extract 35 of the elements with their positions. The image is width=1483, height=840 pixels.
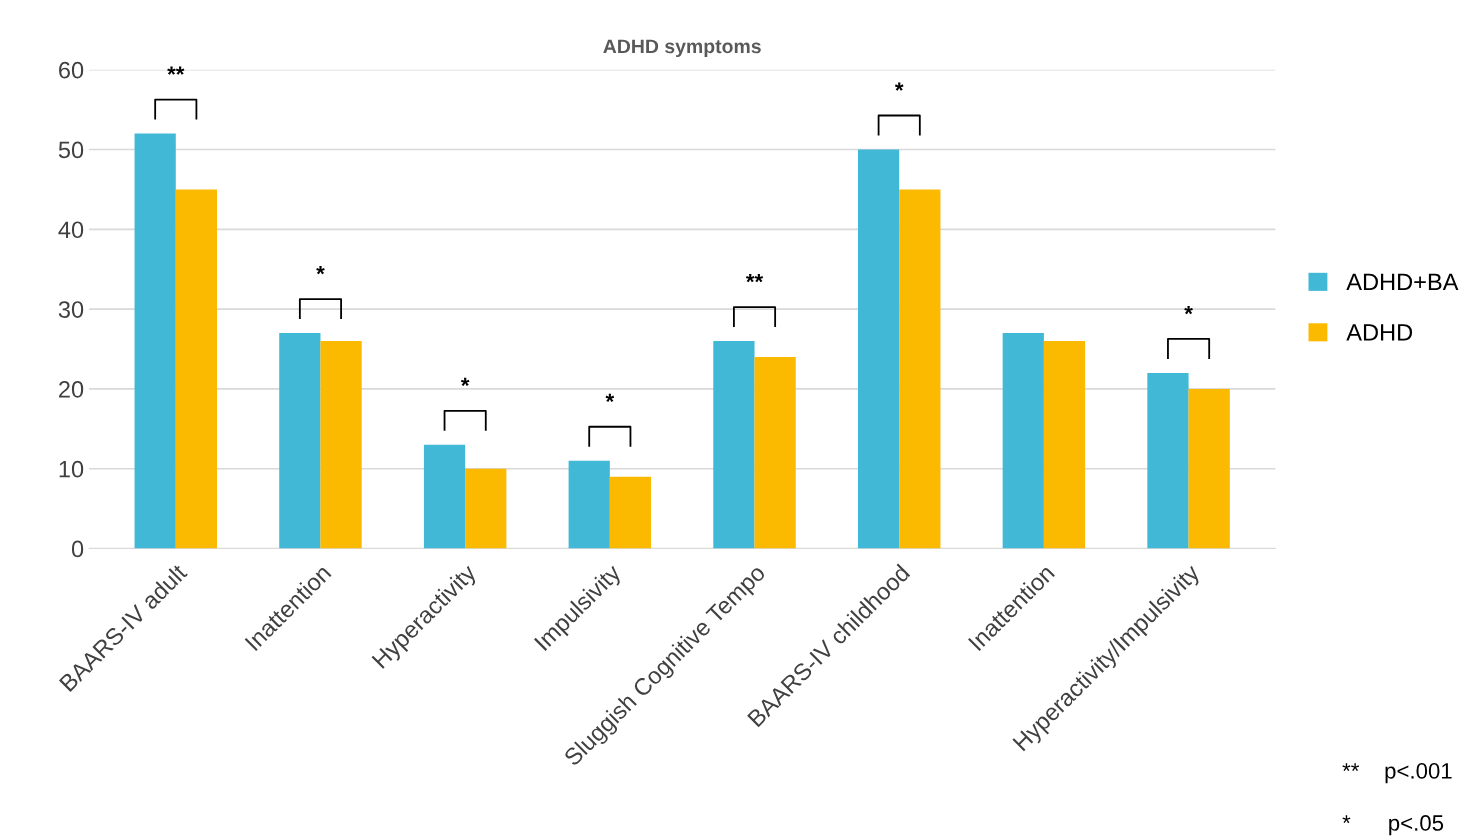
bar — [1188, 388, 1230, 549]
y-tick-label: 30 — [58, 301, 84, 318]
bar — [1002, 333, 1044, 549]
legend-label: ADHD+BA — [1346, 273, 1459, 291]
y-tick-label: 50 — [58, 141, 84, 159]
bar — [134, 133, 176, 549]
y-tick-label: 40 — [58, 221, 84, 239]
bar — [857, 149, 900, 549]
bar — [423, 444, 466, 549]
bar — [754, 357, 796, 549]
bar — [279, 333, 321, 549]
y-tick-label: 20 — [59, 380, 84, 398]
bar — [1147, 372, 1189, 549]
bar — [1043, 341, 1086, 549]
bar — [320, 341, 362, 549]
annotation: ** — [745, 274, 764, 283]
text: * p<.05 — [1342, 815, 1444, 836]
bar — [713, 341, 755, 549]
y-tick-label: 0 — [71, 540, 84, 558]
annotation: * — [460, 377, 470, 387]
bar — [568, 460, 610, 549]
y-tick-label: 10 — [59, 460, 84, 478]
text: ** p<.001 — [1342, 763, 1452, 784]
chart-title: ADHD symptoms — [603, 39, 761, 58]
bar — [465, 468, 507, 549]
legend-label: ADHD — [1346, 324, 1413, 341]
annotation: * — [1184, 305, 1193, 315]
annotation: ** — [167, 66, 185, 75]
bar — [175, 189, 218, 549]
annotation: * — [894, 82, 904, 91]
y-tick-label: 60 — [59, 61, 84, 79]
annotation: * — [316, 266, 325, 275]
annotation: * — [605, 393, 615, 403]
bar — [899, 189, 941, 549]
bar — [609, 476, 652, 549]
